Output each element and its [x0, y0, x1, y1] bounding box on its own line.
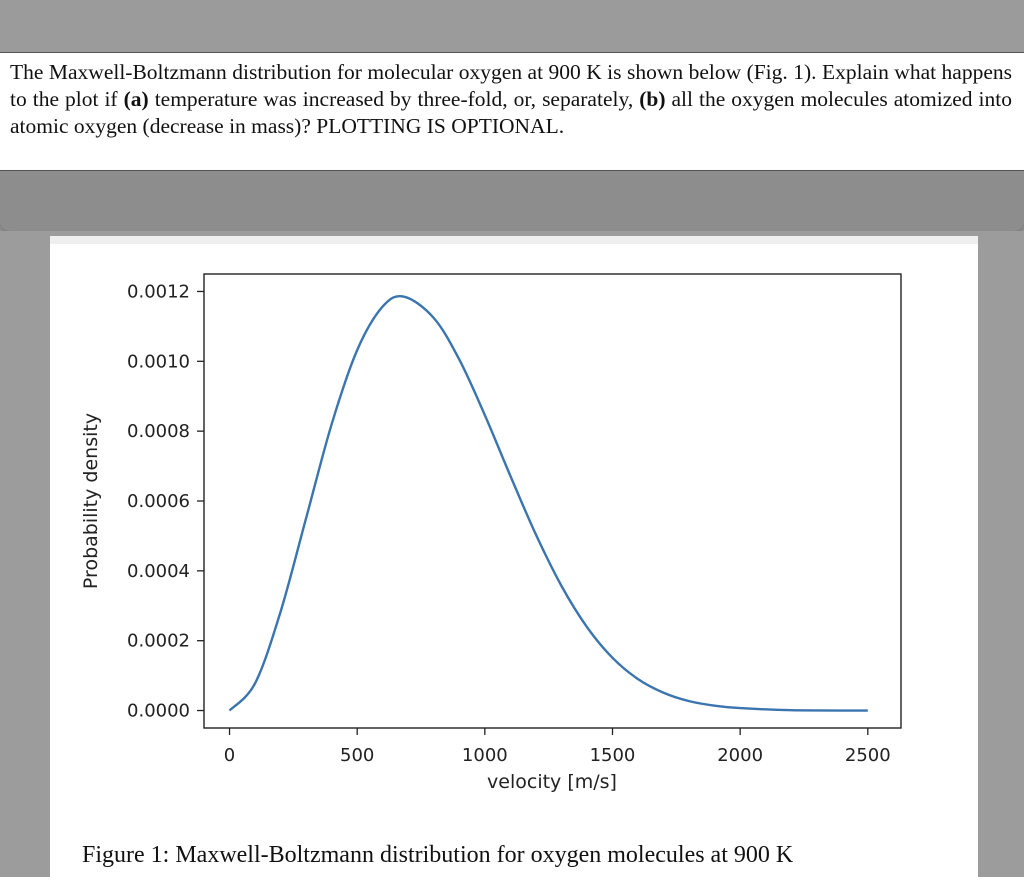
- x-tick-label: 500: [340, 745, 374, 766]
- y-axis-label: Probability density: [80, 413, 102, 589]
- x-ticks: 0 500 1000 1500 2000 2500: [224, 728, 891, 766]
- question-text-1: The Maxwell-Boltzmann distribution for m…: [10, 60, 1012, 111]
- x-tick-label: 0: [224, 745, 235, 766]
- y-tick-label: 0.0012: [127, 281, 190, 302]
- y-tick-label: 0.0006: [127, 491, 190, 512]
- y-ticks: 0.0000 0.0002 0.0004 0.0006 0.0008 0.0010 0.00…: [127, 281, 204, 722]
- x-tick-label: 2000: [717, 745, 763, 766]
- x-tick-label: 1500: [590, 745, 636, 766]
- x-tick-label: 1000: [462, 745, 508, 766]
- y-tick-label: 0.0010: [127, 351, 190, 372]
- y-tick-label: 0.0002: [127, 631, 190, 652]
- separator-band: [0, 171, 1024, 231]
- x-axis-label: velocity [m/s]: [487, 771, 617, 793]
- series-line: [228, 294, 868, 712]
- figure-caption: Figure 1: Maxwell-Boltzmann distribution…: [82, 842, 794, 868]
- plot-frame: [203, 273, 902, 729]
- question-box: The Maxwell-Boltzmann distribution for m…: [0, 52, 1024, 171]
- question-text-3: all the oxygen molecules atomized into a…: [10, 87, 1012, 138]
- part-a-label: (a): [123, 87, 149, 111]
- part-b-label: (b): [639, 87, 666, 111]
- question-text: The Maxwell-Boltzmann distribution for m…: [10, 59, 1012, 140]
- question-text-2: temperature was increased by three-fold,…: [148, 87, 640, 111]
- y-tick-label: 0.0008: [127, 421, 190, 442]
- paper-edge: [50, 236, 978, 244]
- x-tick-label: 2500: [845, 745, 891, 766]
- y-tick-label: 0.0000: [127, 701, 190, 722]
- y-tick-label: 0.0004: [127, 561, 190, 582]
- top-bar: [0, 0, 1024, 52]
